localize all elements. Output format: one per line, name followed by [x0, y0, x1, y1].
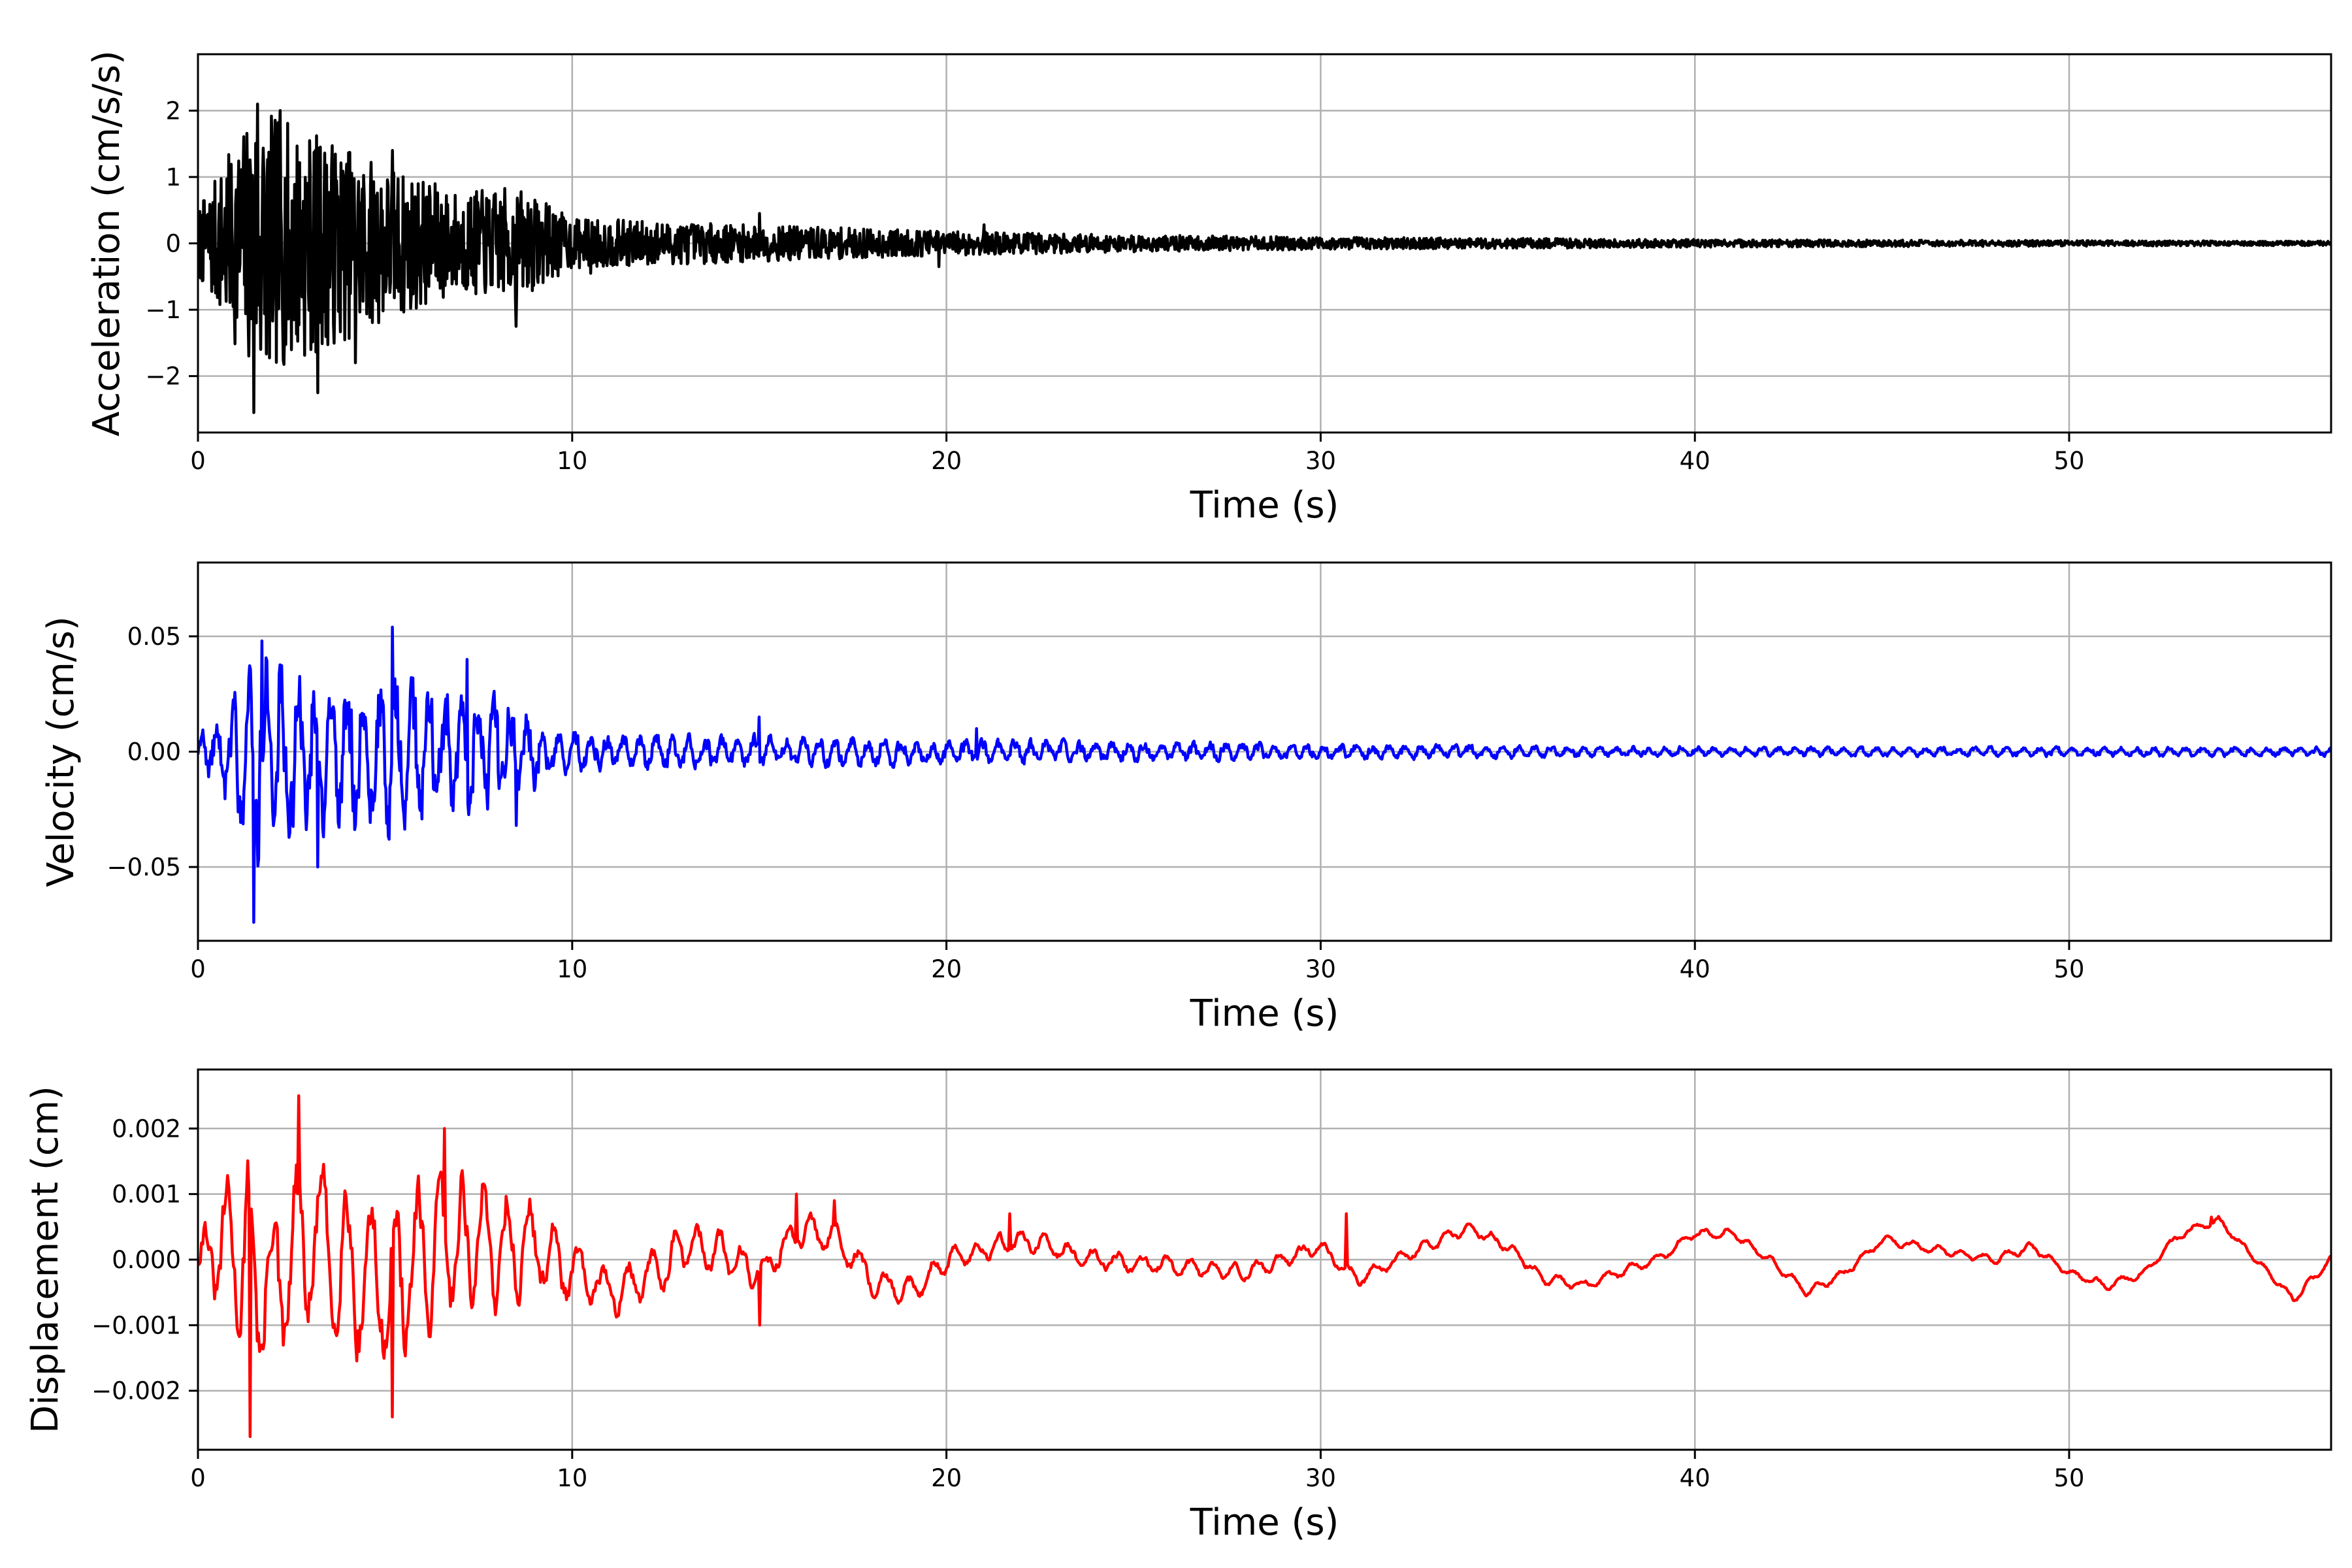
displacement-x-tick-label: 0 [190, 1464, 206, 1492]
acceleration-axis-label: Acceleration (cm/s/s) [86, 50, 128, 436]
displacement-x-tick-label: 50 [2053, 1464, 2084, 1492]
acceleration-y-tick-label: 0 [165, 230, 181, 258]
acceleration-x-tick-label: 10 [557, 447, 587, 475]
velocity-x-tick-label: 30 [1305, 955, 1336, 983]
velocity-y-tick-label: 0.05 [127, 623, 181, 651]
acceleration-y-tick-label: −1 [145, 296, 181, 324]
velocity-axis-label: Velocity (cm/s) [40, 616, 82, 887]
velocity-series-line [198, 625, 2331, 924]
velocity-x-tick-label: 0 [190, 955, 206, 983]
displacement-x-tick-label: 40 [1680, 1464, 1710, 1492]
velocity-y-tick-label: 0.00 [127, 738, 181, 766]
acceleration-time-axis-label: Time (s) [1190, 484, 1339, 527]
velocity-time-axis-label: Time (s) [1190, 992, 1339, 1035]
acceleration-y-tick-label: 2 [165, 97, 181, 125]
displacement-y-tick-label: 0.002 [112, 1115, 181, 1143]
displacement-y-tick-label: −0.001 [91, 1311, 181, 1339]
velocity-x-tick-label: 50 [2053, 955, 2084, 983]
velocity-y-tick-label: −0.05 [107, 853, 181, 881]
acceleration-y-tick-label: −2 [145, 363, 181, 391]
velocity-x-tick-label: 40 [1680, 955, 1710, 983]
displacement-panel: Displacement (cm) Time (s) 0 10 20 30 40 50 −0… [24, 1068, 2332, 1544]
velocity-x-tick-label: 10 [557, 955, 587, 983]
acceleration-x-tick-label: 50 [2053, 447, 2084, 475]
displacement-y-tick-label: −0.002 [91, 1377, 181, 1405]
acceleration-y-tick-label: 1 [165, 163, 181, 191]
acceleration-series-line [198, 102, 2331, 414]
acceleration-x-tick-label: 30 [1305, 447, 1336, 475]
acceleration-x-tick-label: 20 [931, 447, 962, 475]
displacement-x-tick-label: 20 [931, 1464, 962, 1492]
displacement-y-tick-label: 0.000 [112, 1246, 181, 1274]
velocity-x-tick-label: 20 [931, 955, 962, 983]
displacement-x-tick-label: 30 [1305, 1464, 1336, 1492]
displacement-x-tick-label: 10 [557, 1464, 587, 1492]
displacement-series-line [198, 1094, 2331, 1439]
acceleration-panel: Acceleration (cm/s/s) Time (s) 0 10 20 30 40… [86, 50, 2332, 527]
acceleration-x-tick-label: 40 [1680, 447, 1710, 475]
displacement-time-axis-label: Time (s) [1190, 1501, 1339, 1544]
acceleration-x-tick-label: 0 [190, 447, 206, 475]
displacement-y-tick-label: 0.001 [112, 1181, 181, 1209]
velocity-panel: Velocity (cm/s) Time (s) 0 10 20 30 40 50 −0.0… [40, 561, 2332, 1035]
displacement-axis-label: Displacement (cm) [24, 1086, 67, 1433]
